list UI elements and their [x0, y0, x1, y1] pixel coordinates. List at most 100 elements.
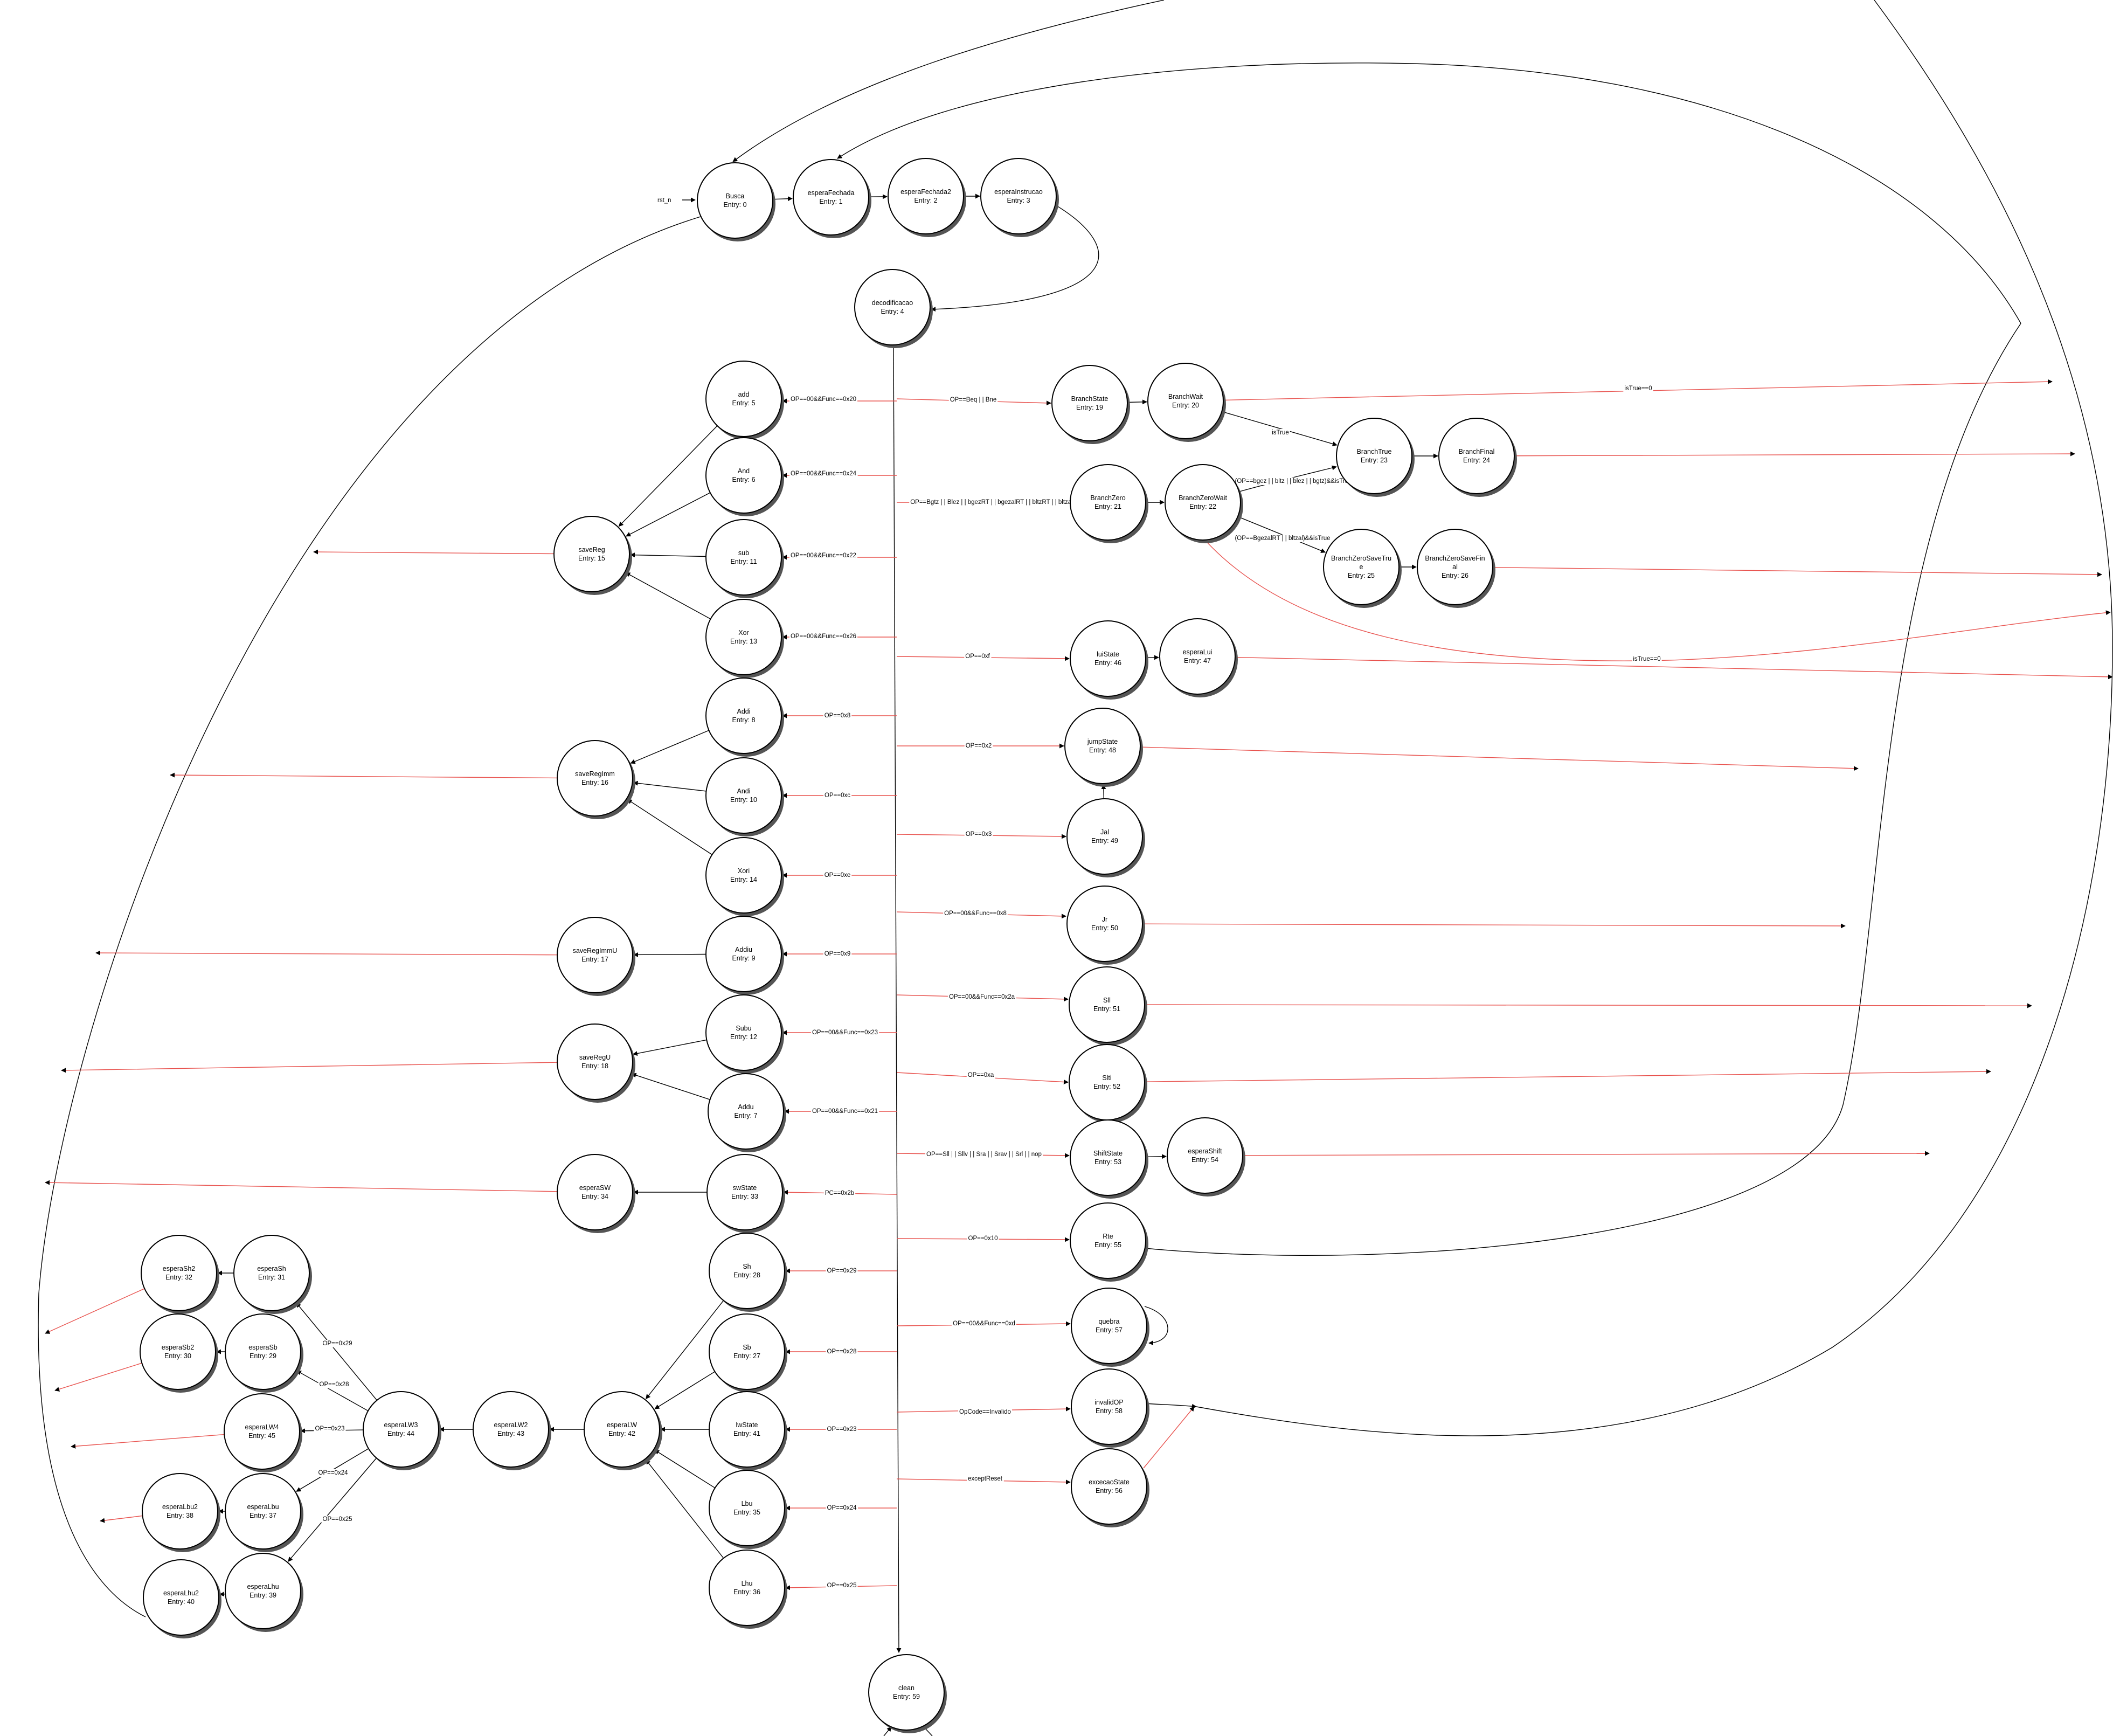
node-name: saveRegImmU [573, 947, 618, 955]
node-entry: Entry: 40 [168, 1598, 195, 1606]
node-circle [1069, 1044, 1145, 1121]
edge-label-bg [952, 1320, 1016, 1327]
edge-label-text: isTrue==0 [1624, 385, 1652, 392]
edge-label: (OP==BgezalRT | | bltzal)&&isTrue [1234, 535, 1332, 542]
node-name: saveRegU [579, 1054, 611, 1061]
state-node-branch-final[interactable]: BranchFinal Entry: 24 [1438, 418, 1517, 497]
node-circle [1064, 708, 1141, 784]
state-node-espera-sh[interactable]: esperaSh Entry: 31 [233, 1235, 312, 1314]
node-entry: Entry: 38 [167, 1512, 193, 1519]
node-circle [1417, 529, 1493, 605]
edge-label: OpCode==Invalido [958, 1408, 1012, 1416]
node-circle [1167, 1117, 1243, 1194]
transition-edge [630, 730, 709, 764]
node-name: esperaFechada [808, 189, 855, 197]
edge-label-bg [967, 1235, 999, 1242]
transition-edge [100, 1515, 143, 1523]
edge-label: OP==00&&Func==0x23 [810, 1029, 879, 1036]
node-name: Lhu [742, 1580, 753, 1587]
state-node-branch-true[interactable]: BranchTrue Entry: 23 [1336, 418, 1415, 497]
edge-label: OP==0x24 [826, 1504, 858, 1512]
node-entry: Entry: 45 [248, 1432, 275, 1440]
edge-label-text: OP==0x9 [825, 951, 851, 957]
node-circle [709, 1550, 785, 1626]
decode-spine-edge [893, 344, 902, 1653]
edge-label-bg [964, 742, 993, 750]
node-entry: Entry: 30 [164, 1352, 191, 1360]
node-circle [1066, 798, 1143, 875]
edge-label: OP==Beq | | Bne [948, 396, 998, 404]
node-entry: Entry: 13 [730, 638, 757, 645]
state-node-lbu[interactable]: Lbu Entry: 35 [709, 1470, 787, 1549]
edge-label: OP==0x25 [321, 1516, 354, 1523]
node-name: esperaFechada2 [900, 188, 951, 196]
state-node-branch-wait[interactable]: BranchWait Entry: 20 [1147, 363, 1226, 442]
edge-label-bg [317, 1469, 350, 1477]
node-circle [705, 599, 782, 675]
node-circle [709, 1233, 785, 1309]
state-node-addiu[interactable]: Addiu Entry: 9 [705, 916, 784, 995]
node-entry: Entry: 10 [730, 796, 757, 804]
edge-label-bg [966, 1071, 995, 1079]
edge-label-bg [789, 396, 858, 403]
node-name: e [1360, 563, 1363, 571]
state-node-espera-sh2[interactable]: esperaSh2 Entry: 32 [141, 1235, 219, 1314]
state-node-espera-lhu[interactable]: esperaLhu Entry: 39 [225, 1553, 303, 1632]
node-entry: Entry: 51 [1093, 1005, 1120, 1013]
edge-label: OP==0x29 [321, 1340, 354, 1347]
node-name: Jal [1100, 828, 1109, 836]
